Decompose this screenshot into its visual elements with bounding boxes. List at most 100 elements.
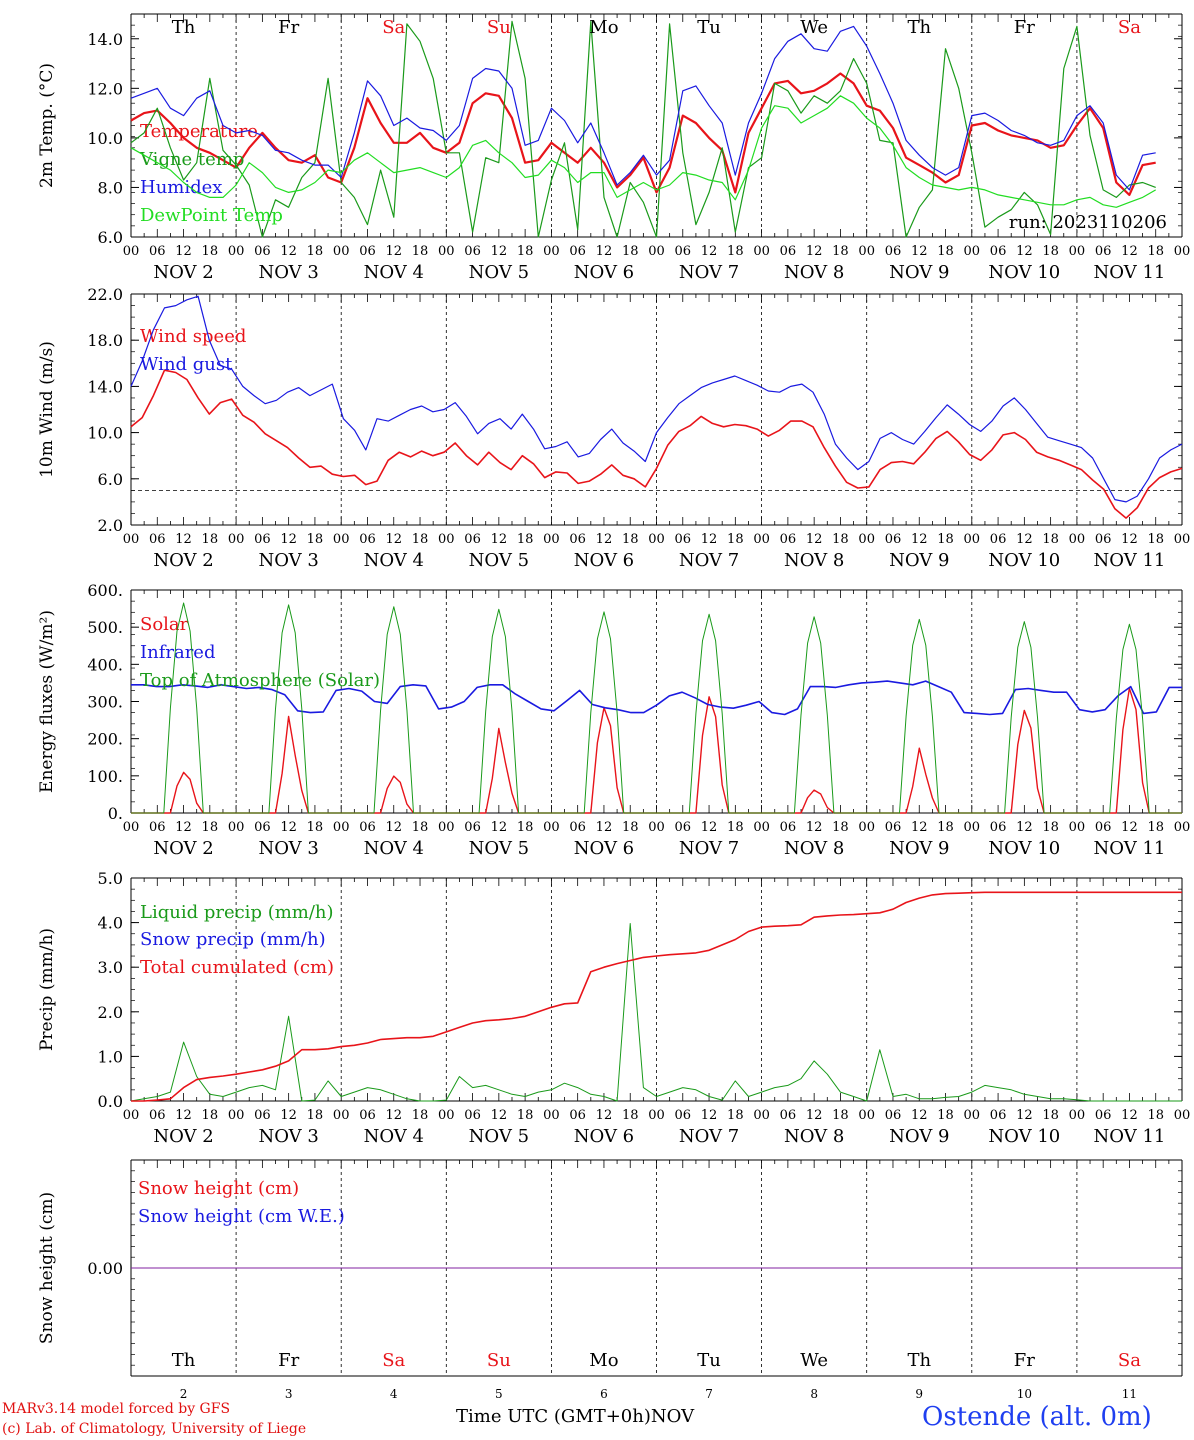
date-label: NOV 4 [364,550,424,571]
date-label: NOV 11 [1094,1126,1166,1147]
date-label: NOV 7 [679,1126,739,1147]
y-tick-label: 3.0 [98,958,123,977]
weekday-label: Mo [589,17,618,38]
hour-tick-label: 00 [964,244,981,259]
day-number-label: 5 [495,1387,503,1401]
hour-tick-label: 18 [727,532,744,547]
weekday-label-bottom: Th [172,1350,196,1371]
hour-tick-label: 12 [1016,532,1033,547]
date-label: NOV 2 [153,838,213,859]
hour-tick-label: 18 [1147,1108,1164,1123]
hour-tick-label: 18 [1147,820,1164,835]
hour-tick-label: 12 [280,820,297,835]
x-axis-title-text: Time UTC (GMT+0h) [456,1406,651,1427]
y-tick-label: 5.0 [98,869,123,888]
hour-tick-label: 06 [254,244,271,259]
hour-tick-label: 00 [1174,820,1191,835]
date-label: NOV 4 [364,262,424,283]
day-number-label: 10 [1017,1387,1032,1401]
legend-entry: Infrared [140,642,215,663]
legend-entry: Humidex [140,177,222,198]
y-tick-label: 100. [87,767,123,786]
weekday-label: Tu [697,17,721,38]
hour-tick-label: 12 [701,1108,718,1123]
hour-tick-label: 12 [1121,1108,1138,1123]
hour-tick-label: 18 [307,532,324,547]
date-label: NOV 3 [258,550,318,571]
hour-tick-label: 00 [753,244,770,259]
date-label: NOV 7 [679,838,739,859]
hour-tick-label: 18 [622,820,639,835]
hour-tick-label: 18 [937,820,954,835]
hour-tick-label: 06 [885,532,902,547]
y-tick-label: 2.0 [98,516,123,535]
hour-tick-label: 06 [359,532,376,547]
hour-tick-label: 06 [359,244,376,259]
date-label: NOV 9 [889,1126,949,1147]
hour-tick-label: 12 [280,532,297,547]
weekday-label: Th [172,17,196,38]
hour-tick-label: 06 [569,1108,586,1123]
hour-tick-label: 00 [1174,532,1191,547]
hour-tick-label: 00 [964,532,981,547]
day-number-label: 11 [1122,1387,1137,1401]
y-axis-label: Precip (mm/h) [37,928,57,1051]
hour-tick-label: 00 [1069,532,1086,547]
hour-tick-label: 12 [175,820,192,835]
hour-tick-label: 06 [780,820,797,835]
legend-entry: Top of Atmosphere (Solar) [140,670,380,691]
hour-tick-label: 12 [491,532,508,547]
hour-tick-label: 18 [412,532,429,547]
hour-tick-label: 06 [1095,244,1112,259]
date-label: NOV 10 [988,838,1060,859]
hour-tick-label: 06 [990,532,1007,547]
date-label: NOV 2 [153,550,213,571]
chart-panel-1: 6.0 8.0 10.0 12.0 14.0 2m Temp. (°C) Temperatu… [37,13,1190,283]
hour-tick-label: 18 [937,1108,954,1123]
hour-tick-label: 06 [149,1108,166,1123]
hour-tick-label: 12 [911,532,928,547]
weekday-label: Th [907,17,931,38]
hour-tick-label: 00 [333,820,350,835]
date-label: NOV 11 [1094,838,1166,859]
day-number-label: 8 [810,1387,818,1401]
y-axis-label: Energy fluxes (W/m²) [37,610,57,793]
y-axis-label: Snow height (cm) [37,1192,57,1344]
model-credit: MARv3.14 model forced by GFS [2,1401,231,1417]
hour-tick-label: 06 [675,244,692,259]
hour-tick-label: 00 [543,820,560,835]
hour-tick-label: 18 [622,532,639,547]
hour-tick-label: 12 [596,1108,613,1123]
date-label: NOV 9 [889,262,949,283]
weekday-label-bottom: We [800,1350,828,1371]
y-tick-label: 400. [87,655,123,674]
hour-tick-label: 12 [701,820,718,835]
hour-tick-label: 12 [280,244,297,259]
y-tick-label: 600. [87,581,123,600]
hour-tick-label: 00 [648,1108,665,1123]
y-tick-label: 18.0 [87,331,123,350]
day-number-label: 2 [180,1387,188,1401]
date-label: NOV 8 [784,838,844,859]
hour-tick-label: 18 [727,1108,744,1123]
hour-tick-label: 12 [280,1108,297,1123]
y-axis-label: 2m Temp. (°C) [37,63,57,188]
lab-credit: (c) Lab. of Climatology, University of L… [2,1421,307,1437]
legend-entry: Temperature [140,121,258,142]
date-label: NOV 5 [469,550,529,571]
weekday-label: Sa [382,17,405,38]
series-line-infrared [131,680,1182,716]
hour-tick-label: 00 [543,1108,560,1123]
hour-tick-label: 18 [412,244,429,259]
y-tick-label: 300. [87,693,123,712]
hour-tick-label: 00 [228,244,245,259]
hour-tick-label: 06 [990,820,1007,835]
hour-tick-label: 18 [202,1108,219,1123]
hour-tick-label: 18 [202,820,219,835]
hour-tick-label: 06 [780,1108,797,1123]
hour-tick-label: 06 [464,532,481,547]
hour-tick-label: 00 [648,244,665,259]
hour-tick-label: 12 [596,244,613,259]
weekday-label: Su [487,17,511,38]
hour-tick-label: 12 [385,532,402,547]
